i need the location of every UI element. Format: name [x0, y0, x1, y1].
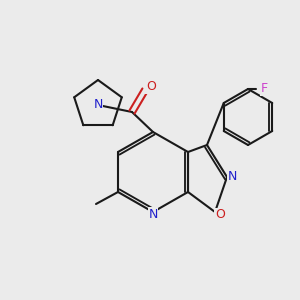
Text: N: N — [227, 170, 237, 184]
Text: O: O — [146, 80, 156, 94]
Text: N: N — [148, 208, 158, 220]
Text: F: F — [260, 82, 268, 95]
Text: N: N — [93, 98, 103, 110]
Text: O: O — [215, 208, 225, 221]
